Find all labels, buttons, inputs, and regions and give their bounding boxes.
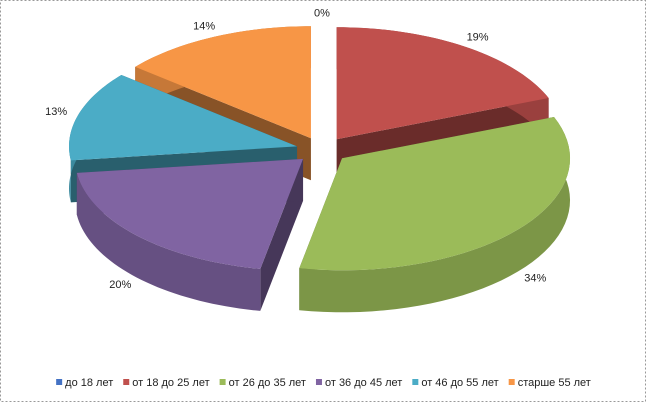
legend-label: от 46 до 55 лет	[421, 377, 498, 389]
legend-swatch	[219, 379, 226, 385]
legend-swatch	[315, 379, 322, 385]
legend-label: старше 55 лет	[518, 377, 591, 389]
data-label: 14%	[193, 21, 215, 33]
slice	[76, 158, 304, 269]
slice	[69, 74, 298, 161]
slice	[336, 27, 549, 140]
legend-swatch	[56, 379, 63, 385]
legend-swatch	[123, 379, 130, 385]
legend-item: старше 55 лет	[508, 377, 591, 389]
legend-item: от 46 до 55 лет	[412, 377, 499, 389]
legend-label: от 26 до 35 лет	[229, 377, 306, 389]
legend-swatch	[412, 379, 419, 385]
plot-area: 0% 14% 19% 13% 34% 20%	[45, 8, 571, 313]
legend: до 18 лет от 18 до 25 лет от 26 до 35 лет о…	[56, 377, 591, 389]
slice	[135, 26, 311, 139]
legend-item: от 26 до 35 лет	[219, 377, 306, 389]
data-label: 19%	[467, 31, 489, 43]
slice-outer-wall	[299, 117, 571, 313]
legend-swatch	[508, 379, 515, 385]
data-label: 20%	[109, 279, 131, 291]
data-label: 34%	[524, 273, 546, 285]
slice-outer-wall	[76, 172, 261, 311]
legend-label: от 18 до 25 лет	[132, 377, 209, 389]
legend-item: до 18 лет	[56, 377, 113, 389]
data-label: 0%	[314, 8, 330, 20]
legend-item: от 18 до 25 лет	[123, 377, 210, 389]
data-label: 13%	[45, 106, 67, 118]
legend-label: до 18 лет	[65, 377, 113, 389]
legend-item: от 36 до 45 лет	[315, 377, 402, 389]
slice	[299, 117, 571, 271]
legend-label: от 36 до 45 лет	[325, 377, 402, 389]
